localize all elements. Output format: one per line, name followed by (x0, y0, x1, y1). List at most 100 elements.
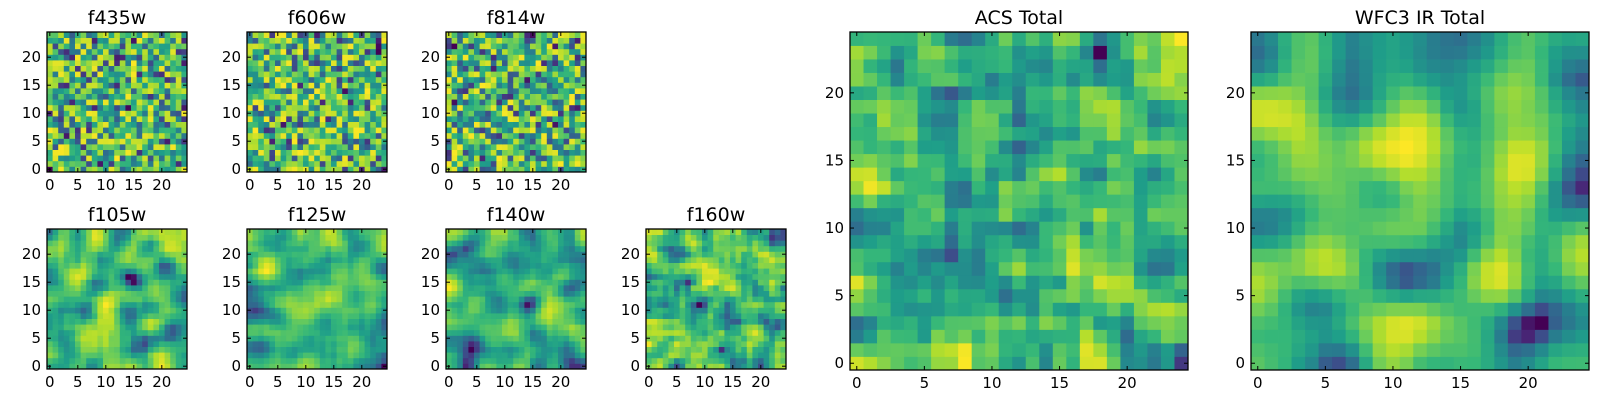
heatmap-cell (364, 71, 371, 78)
heatmap-cell (530, 352, 536, 359)
heatmap-cell (336, 257, 343, 263)
heatmap-cell (286, 240, 293, 247)
heatmap-cell (181, 240, 188, 247)
heatmap-cell (364, 335, 371, 342)
heatmap-cell (308, 262, 315, 269)
heatmap-cell (370, 32, 377, 38)
heatmap-cell (1012, 329, 1027, 344)
heatmap-cell (479, 160, 486, 167)
heatmap-cell (541, 251, 548, 258)
heatmap-cell (75, 313, 81, 319)
heatmap-cell (468, 268, 475, 275)
heatmap-cell (485, 240, 492, 247)
heatmap-cell (524, 296, 531, 303)
heatmap-cell (80, 43, 87, 50)
heatmap-cell (86, 285, 93, 291)
heatmap-cell (718, 307, 725, 314)
heatmap-cell (297, 229, 304, 235)
heatmap-cell (125, 37, 132, 44)
heatmap-cell (314, 307, 321, 314)
heatmap-cell (342, 335, 349, 342)
heatmap-cell (758, 346, 764, 353)
heatmap-cell (258, 116, 265, 122)
heatmap-cell (263, 251, 270, 258)
heatmap-cell (336, 234, 343, 241)
heatmap-cell (735, 268, 742, 275)
heatmap-cell (502, 127, 508, 134)
heatmap-cell (457, 245, 464, 252)
heatmap-cell (479, 43, 486, 50)
heatmap-cell (247, 121, 253, 128)
heatmap-cell (375, 234, 382, 241)
heatmap-cell (502, 43, 508, 50)
heatmap-cell (342, 110, 349, 117)
heatmap-cell (291, 155, 298, 162)
heatmap-cell (131, 104, 137, 111)
y-tick-label: 0 (231, 160, 241, 178)
heatmap-cell (125, 273, 132, 280)
heatmap-cell (252, 346, 259, 353)
heatmap-cell (530, 268, 536, 275)
heatmap-cell (297, 335, 304, 342)
heatmap-cell (280, 149, 287, 156)
heatmap-cell (52, 251, 59, 258)
heatmap-cell (252, 48, 259, 55)
heatmap-cell (175, 335, 182, 342)
heatmap-cell (507, 363, 514, 370)
heatmap-cell (125, 296, 132, 303)
heatmap-cell (114, 329, 121, 336)
heatmap-cell (518, 229, 525, 235)
heatmap-cell (142, 32, 149, 38)
heatmap-cell (496, 93, 503, 100)
heatmap-cell (319, 324, 326, 331)
heatmap-cell (170, 240, 177, 247)
heatmap-cell (319, 273, 326, 280)
heatmap-cell (490, 88, 497, 94)
heatmap-cell (735, 273, 742, 280)
heatmap-cell (651, 257, 658, 263)
heatmap-cell (142, 71, 149, 78)
heatmap-cell (119, 313, 126, 319)
heatmap-cell (1025, 248, 1040, 263)
heatmap-cell (563, 155, 570, 162)
heatmap-cell (303, 88, 309, 94)
heatmap-cell (170, 279, 177, 286)
heatmap-cell (518, 32, 525, 38)
heatmap-cell (336, 127, 343, 134)
heatmap-cell (479, 245, 486, 252)
heatmap-cell (370, 251, 377, 258)
heatmap-cell (446, 116, 452, 122)
heatmap-cell (1160, 194, 1175, 209)
heatmap-cell (170, 245, 177, 252)
heatmap-cell (746, 285, 753, 291)
heatmap-cell (741, 245, 748, 252)
heatmap-cell (159, 144, 165, 150)
heatmap-cell (347, 93, 354, 100)
heatmap-cell (63, 37, 70, 44)
heatmap-cell (353, 307, 360, 314)
heatmap-cell (291, 346, 298, 353)
heatmap-cell (552, 229, 559, 235)
heatmap-cell (552, 37, 559, 44)
heatmap-cell (518, 240, 525, 247)
heatmap-cell (86, 155, 93, 162)
heatmap-cell (119, 82, 126, 89)
heatmap-cell (702, 245, 708, 252)
heatmap-cell (342, 251, 349, 258)
heatmap-cell (80, 363, 87, 370)
heatmap-cell (319, 54, 326, 61)
heatmap-cell (679, 229, 686, 235)
heatmap-cell (108, 357, 115, 364)
heatmap-cell (103, 121, 109, 128)
heatmap-cell (535, 166, 542, 173)
heatmap-cell (741, 301, 748, 308)
heatmap-cell (474, 149, 480, 156)
heatmap-cell (291, 71, 298, 78)
heatmap-cell (1066, 234, 1081, 249)
heatmap-cell (944, 194, 959, 209)
heatmap-cell (164, 155, 171, 162)
heatmap-cell (314, 313, 321, 319)
heatmap-cell (364, 43, 371, 50)
heatmap-cell (103, 240, 109, 247)
heatmap-cell (370, 307, 377, 314)
